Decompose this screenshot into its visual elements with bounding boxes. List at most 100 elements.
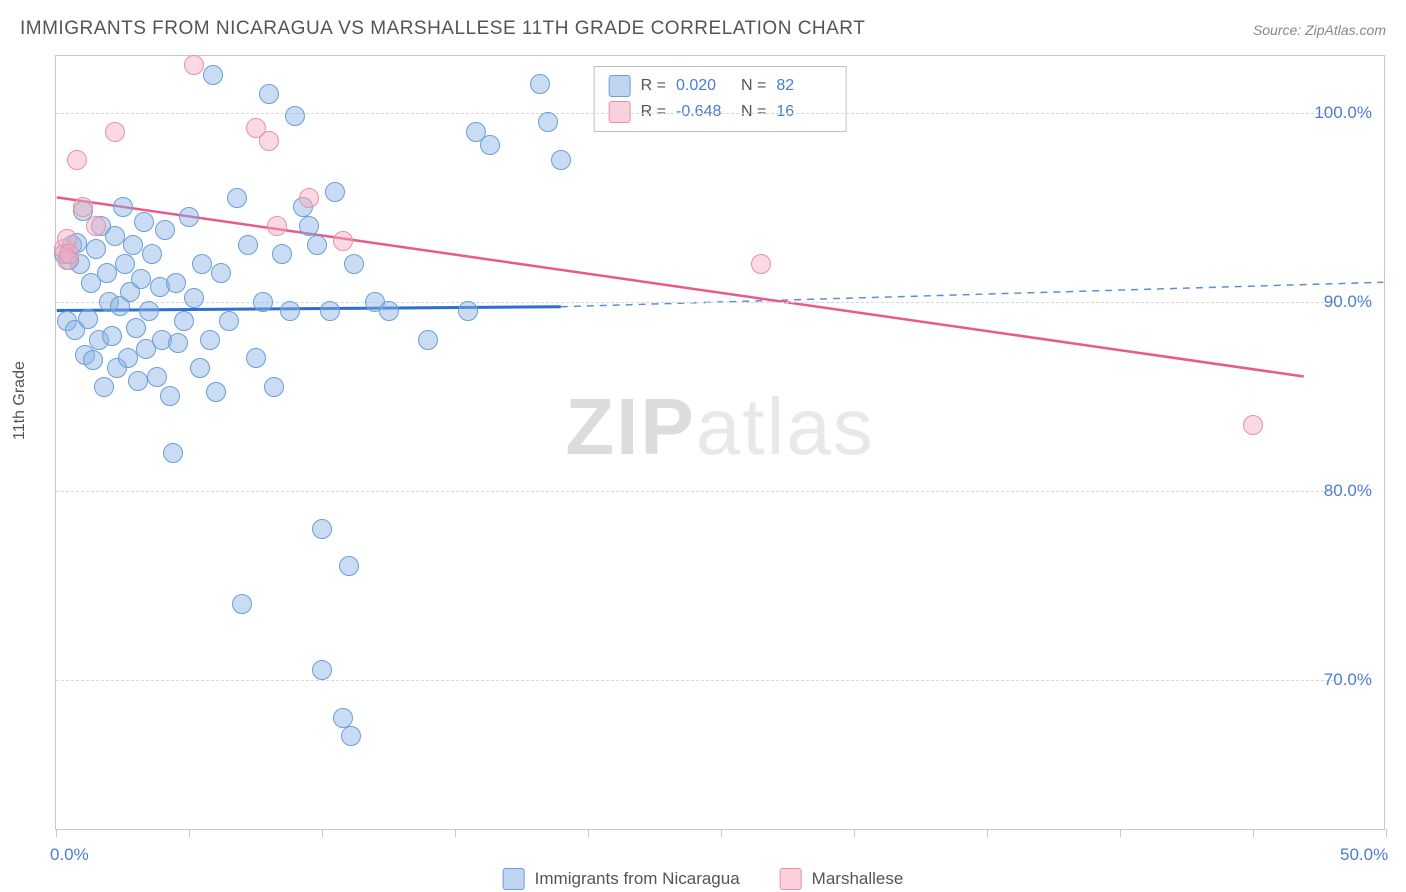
x-tick xyxy=(721,829,722,837)
data-point xyxy=(333,231,353,251)
data-point xyxy=(168,333,188,353)
data-point xyxy=(344,254,364,274)
y-tick-label: 100.0% xyxy=(1314,103,1372,123)
x-tick xyxy=(1120,829,1121,837)
source-credit: Source: ZipAtlas.com xyxy=(1253,22,1386,38)
data-point xyxy=(280,301,300,321)
watermark: ZIPatlas xyxy=(565,381,874,473)
data-point xyxy=(190,358,210,378)
chart-title: IMMIGRANTS FROM NICARAGUA VS MARSHALLESE… xyxy=(20,18,865,40)
data-point xyxy=(299,216,319,236)
data-point xyxy=(192,254,212,274)
data-point xyxy=(126,318,146,338)
data-point xyxy=(179,207,199,227)
data-point xyxy=(160,386,180,406)
x-tick xyxy=(854,829,855,837)
legend-swatch xyxy=(609,75,631,97)
data-point xyxy=(97,263,117,283)
data-point xyxy=(307,235,327,255)
chart-container: IMMIGRANTS FROM NICARAGUA VS MARSHALLESE… xyxy=(0,0,1406,892)
data-point xyxy=(67,150,87,170)
data-point xyxy=(259,84,279,104)
data-point xyxy=(751,254,771,274)
data-point xyxy=(325,182,345,202)
data-point xyxy=(94,377,114,397)
data-point xyxy=(1243,415,1263,435)
legend-series-label: Immigrants from Nicaragua xyxy=(535,869,740,889)
legend-swatch xyxy=(503,868,525,890)
data-point xyxy=(219,311,239,331)
y-axis-label: 11th Grade xyxy=(11,361,29,440)
data-point xyxy=(458,301,478,321)
x-tick-label: 0.0% xyxy=(50,845,89,865)
trend-line xyxy=(57,307,561,311)
data-point xyxy=(83,350,103,370)
data-point xyxy=(538,112,558,132)
data-point xyxy=(184,55,204,75)
data-point xyxy=(174,311,194,331)
data-point xyxy=(139,301,159,321)
data-point xyxy=(299,188,319,208)
data-point xyxy=(166,273,186,293)
data-point xyxy=(105,122,125,142)
data-point xyxy=(530,74,550,94)
data-point xyxy=(320,301,340,321)
legend-row: R =0.020N =82 xyxy=(609,73,832,99)
data-point xyxy=(551,150,571,170)
series-legend: Immigrants from NicaraguaMarshallese xyxy=(503,868,904,890)
data-point xyxy=(312,519,332,539)
data-point xyxy=(200,330,220,350)
data-point xyxy=(312,660,332,680)
data-point xyxy=(147,367,167,387)
data-point xyxy=(203,65,223,85)
trend-line xyxy=(561,282,1383,307)
data-point xyxy=(86,239,106,259)
data-point xyxy=(238,235,258,255)
data-point xyxy=(86,216,106,236)
x-tick xyxy=(189,829,190,837)
data-point xyxy=(232,594,252,614)
data-point xyxy=(264,377,284,397)
gridline-h xyxy=(56,113,1334,114)
data-point xyxy=(59,244,79,264)
trend-lines-layer xyxy=(56,56,1384,829)
data-point xyxy=(115,254,135,274)
data-point xyxy=(379,301,399,321)
correlation-legend: R =0.020N =82R =-0.648N =16 xyxy=(594,66,847,132)
y-tick-label: 90.0% xyxy=(1324,292,1372,312)
gridline-h xyxy=(56,680,1334,681)
data-point xyxy=(142,244,162,264)
x-tick xyxy=(56,829,57,837)
legend-swatch xyxy=(780,868,802,890)
legend-r-value: 0.020 xyxy=(676,77,731,95)
data-point xyxy=(333,708,353,728)
data-point xyxy=(253,292,273,312)
gridline-h xyxy=(56,491,1334,492)
data-point xyxy=(418,330,438,350)
data-point xyxy=(246,348,266,368)
data-point xyxy=(73,197,93,217)
data-point xyxy=(480,135,500,155)
x-tick xyxy=(455,829,456,837)
data-point xyxy=(105,226,125,246)
data-point xyxy=(78,309,98,329)
x-tick xyxy=(1253,829,1254,837)
data-point xyxy=(131,269,151,289)
y-tick-label: 80.0% xyxy=(1324,481,1372,501)
legend-n-value: 82 xyxy=(776,77,831,95)
data-point xyxy=(285,106,305,126)
legend-r-label: R = xyxy=(641,77,666,95)
data-point xyxy=(227,188,247,208)
plot-area: ZIPatlas R =0.020N =82R =-0.648N =16 70.… xyxy=(55,55,1385,830)
data-point xyxy=(211,263,231,283)
data-point xyxy=(267,216,287,236)
x-tick xyxy=(588,829,589,837)
data-point xyxy=(134,212,154,232)
data-point xyxy=(123,235,143,255)
gridline-h xyxy=(56,302,1334,303)
data-point xyxy=(118,348,138,368)
legend-series-item: Immigrants from Nicaragua xyxy=(503,868,740,890)
trend-line xyxy=(57,197,1304,376)
data-point xyxy=(341,726,361,746)
data-point xyxy=(113,197,133,217)
